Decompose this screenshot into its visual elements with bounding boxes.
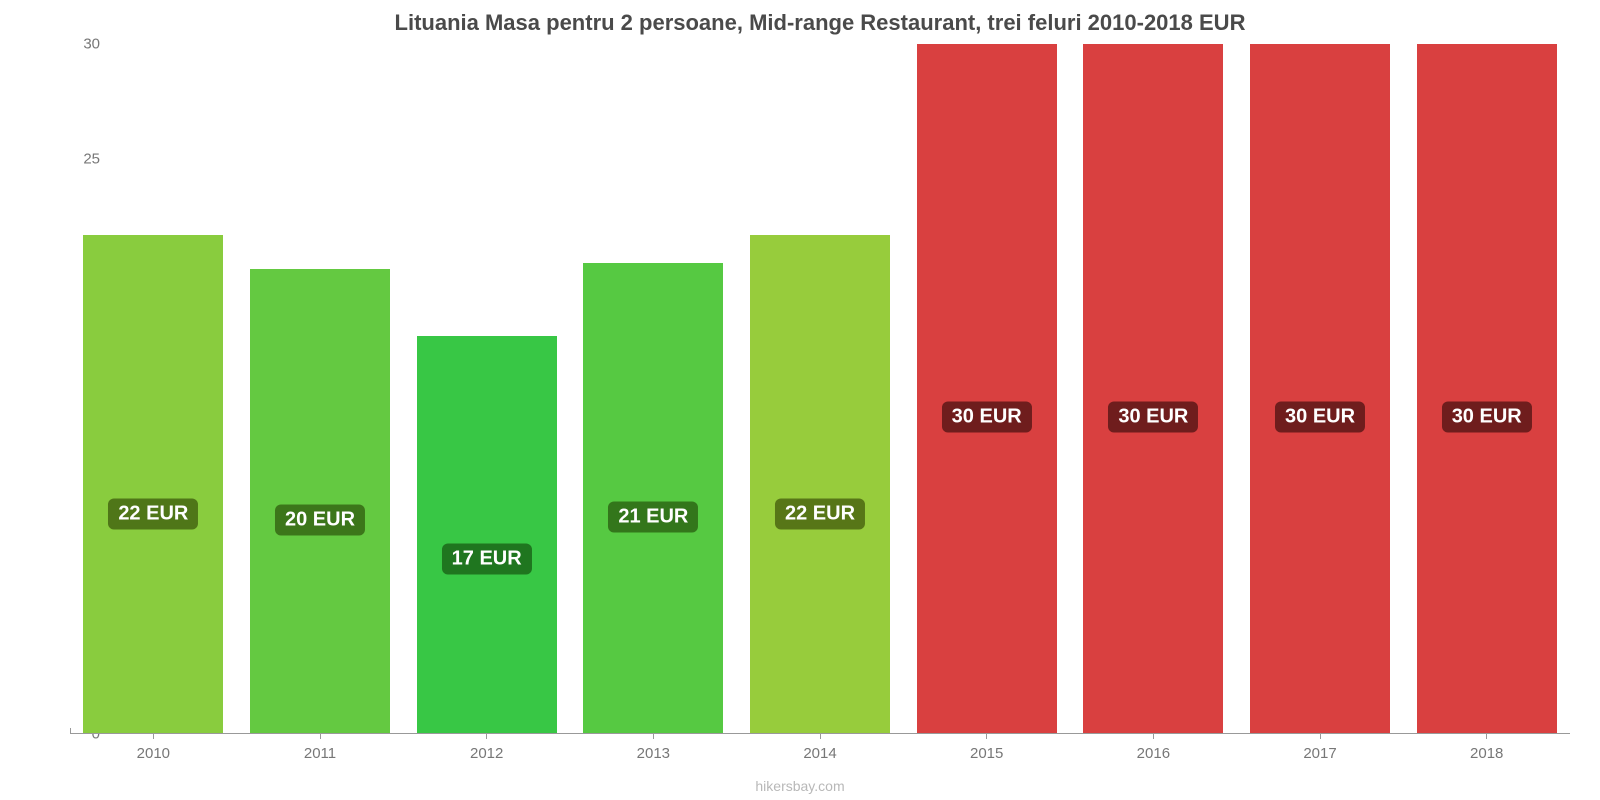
- bar: 20 EUR: [250, 269, 390, 734]
- bar-value-label: 17 EUR: [442, 543, 532, 574]
- x-tick-text: 2012: [470, 745, 503, 762]
- x-tick-text: 2011: [304, 745, 336, 762]
- bar-slot: 21 EUR: [570, 44, 737, 734]
- plot-area: 051015202530 22 EUR20 EUR17 EUR21 EUR22 …: [70, 44, 1570, 734]
- x-tick-label: 2011: [237, 733, 404, 762]
- x-tick-label: 2015: [903, 733, 1070, 762]
- bar-slot: 30 EUR: [903, 44, 1070, 734]
- x-tick-text: 2017: [1303, 745, 1336, 762]
- bar: 21 EUR: [583, 263, 723, 735]
- x-tick-text: 2010: [137, 745, 170, 762]
- chart-container: Lituania Masa pentru 2 persoane, Mid-ran…: [0, 0, 1600, 800]
- x-tick-text: 2014: [803, 745, 836, 762]
- chart-title: Lituania Masa pentru 2 persoane, Mid-ran…: [70, 10, 1570, 36]
- bar-slot: 30 EUR: [1403, 44, 1570, 734]
- x-tick-mark: [820, 733, 821, 739]
- bar-value-label: 30 EUR: [1275, 401, 1365, 432]
- x-tick-label: 2017: [1237, 733, 1404, 762]
- x-tick-label: 2016: [1070, 733, 1237, 762]
- bar-slot: 30 EUR: [1237, 44, 1404, 734]
- bar: 30 EUR: [917, 44, 1057, 734]
- x-tick-mark: [486, 733, 487, 739]
- bar: 30 EUR: [1250, 44, 1390, 734]
- bar-value-label: 22 EUR: [108, 499, 198, 530]
- x-tick-text: 2016: [1137, 745, 1170, 762]
- bar-slot: 17 EUR: [403, 44, 570, 734]
- bar-slot: 22 EUR: [70, 44, 237, 734]
- x-tick-mark: [1486, 733, 1487, 739]
- bar-slot: 20 EUR: [237, 44, 404, 734]
- x-tick-text: 2018: [1470, 745, 1503, 762]
- x-tick-label: 2013: [570, 733, 737, 762]
- bar-value-label: 30 EUR: [1108, 401, 1198, 432]
- x-tick-mark: [1320, 733, 1321, 739]
- bar: 22 EUR: [750, 235, 890, 734]
- bars-container: 22 EUR 20 EUR 17 EUR 21 EUR 22 EUR 30 EUR 30 E…: [70, 44, 1570, 734]
- x-tick-label: 2014: [737, 733, 904, 762]
- source-label: hikersbay.com: [0, 778, 1600, 794]
- bar-value-label: 20 EUR: [275, 505, 365, 536]
- x-tick-mark: [1153, 733, 1154, 739]
- bar: 22 EUR: [83, 235, 223, 734]
- bar-value-label: 21 EUR: [608, 502, 698, 533]
- bar-slot: 30 EUR: [1070, 44, 1237, 734]
- x-tick-label: 2012: [403, 733, 570, 762]
- x-tick-mark: [153, 733, 154, 739]
- bar: 17 EUR: [417, 336, 557, 734]
- x-tick-text: 2015: [970, 745, 1003, 762]
- x-tick-mark: [653, 733, 654, 739]
- x-tick-mark: [320, 733, 321, 739]
- x-tick-label: 2018: [1403, 733, 1570, 762]
- bar-value-label: 30 EUR: [1442, 401, 1532, 432]
- x-tick-label: 2010: [70, 733, 237, 762]
- bar-value-label: 22 EUR: [775, 499, 865, 530]
- x-tick-mark: [986, 733, 987, 739]
- bar: 30 EUR: [1417, 44, 1557, 734]
- x-axis: 2010 2011 2012 2013 2014 2015 2016 2017 2018: [70, 733, 1570, 762]
- x-tick-text: 2013: [637, 745, 670, 762]
- bar-slot: 22 EUR: [737, 44, 904, 734]
- bar-value-label: 30 EUR: [942, 401, 1032, 432]
- bar: 30 EUR: [1083, 44, 1223, 734]
